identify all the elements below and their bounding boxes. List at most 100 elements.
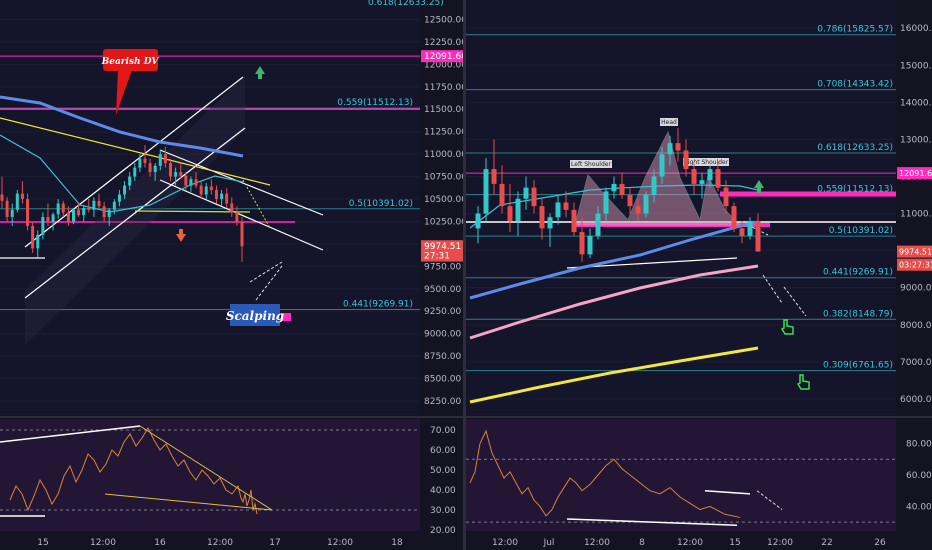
left-price-tick: 9250.00: [424, 307, 461, 317]
left-candle-body: [87, 208, 91, 210]
left-candle-body: [61, 203, 65, 213]
right-rsi-tick: 60.00: [906, 471, 932, 481]
right-time-label: Jul: [543, 538, 555, 548]
right-ma-yellow: [469, 346, 759, 404]
right-time-label: 8: [639, 538, 645, 548]
left-candle-body: [71, 209, 75, 222]
left-channel-lower-line: [24, 127, 246, 299]
right-candle-body: [667, 143, 673, 155]
left-price-tick: 9000.00: [424, 330, 461, 340]
right-fib-label: 0.618(12633.25): [817, 143, 893, 153]
left-price-tick: 10750.00: [424, 173, 463, 183]
up-arrow-icon: [255, 66, 265, 79]
left-price-tick: 12500.00: [424, 15, 463, 25]
right-candle-body: [523, 187, 529, 199]
right-chart-panel[interactable]: 0.786(15825.57) 0.708(14343.42) 0.618(1263…: [466, 0, 932, 550]
left-rsi-tick: 60.00: [430, 446, 456, 456]
right-candle-body: [579, 232, 585, 255]
right-fib-label: 0.786(15825.57): [817, 25, 893, 35]
right-price-tag-text: 03:27:31: [899, 261, 932, 270]
left-candle-body: [230, 203, 234, 213]
left-price-tag-text: 27:31: [424, 252, 450, 262]
right-candle-body: [627, 195, 633, 207]
right-fib-label: 0.5(10391.02): [829, 226, 893, 236]
left-time-label: 18: [391, 538, 403, 548]
left-candle-body: [112, 201, 116, 210]
left-price-tick: 11750.00: [424, 83, 463, 93]
right-price-tick: 11000.00: [900, 210, 932, 220]
right-time-label: 12:00: [492, 538, 518, 548]
right-fib-label: 0.309(6761.65): [823, 361, 893, 371]
left-candle-body: [199, 185, 203, 195]
down-arrow-icon: [176, 229, 186, 242]
right-candle-body: [643, 195, 649, 214]
left-price-tag: [421, 249, 463, 262]
left-fib-label: 0.559(11512.13): [337, 98, 413, 108]
right-candle-body: [659, 154, 665, 177]
right-candle-body: [739, 228, 745, 236]
scalping-badge-marker: [281, 313, 291, 321]
left-time-label: 15: [37, 538, 48, 548]
left-candle-body: [26, 199, 30, 226]
bearish-dv-callout[interactable]: [103, 49, 158, 71]
left-candle-body: [174, 172, 178, 177]
left-rsi-pane-bg: [0, 419, 420, 531]
pane-divider[interactable]: [463, 0, 466, 550]
left-shoulder-label: Left Shoulder: [571, 161, 611, 168]
left-price-tick: 8500.00: [424, 375, 461, 385]
right-candle-body: [547, 217, 553, 229]
scalping-badge[interactable]: [230, 304, 280, 326]
left-candle-body: [240, 221, 244, 247]
left-time-label: 12:00: [207, 538, 233, 548]
scalping-badge-text: Scalping: [226, 309, 284, 323]
left-price-tag: [421, 240, 463, 253]
left-price-pane-bg: [0, 0, 420, 415]
right-price-tick: 13000.00: [900, 135, 932, 145]
left-chart-panel[interactable]: 0.559(11512.13) 0.5(10391.02) 0.441(9269.9…: [0, 0, 463, 550]
right-candle-body: [731, 206, 737, 229]
right-rsi-divergence-line: [704, 489, 751, 495]
left-candle-body: [220, 193, 224, 200]
right-rsi-tick: 40.00: [906, 502, 932, 512]
left-candle-body: [0, 194, 4, 201]
left-candle-body: [148, 163, 152, 173]
right-candle-body: [499, 183, 505, 207]
hand-pointer-icon: [796, 374, 810, 390]
left-time-label: 17: [269, 538, 280, 548]
left-down-channel-upper: [159, 149, 324, 216]
right-fib-label: 0.708(14343.42): [817, 80, 893, 90]
left-projection-down: [255, 265, 283, 301]
left-price-tick: 11250.00: [424, 128, 463, 138]
right-candle-body: [635, 206, 641, 214]
left-candle-body: [15, 193, 19, 210]
right-price-pane-bg: [466, 0, 896, 415]
right-rsi-tick: 80.00: [906, 440, 932, 450]
left-ma-cyan: [0, 134, 244, 213]
left-rsi-tick: 40.00: [430, 486, 456, 496]
left-candle-body: [107, 209, 111, 217]
right-rsi-projection: [756, 490, 783, 510]
left-candle-body: [184, 175, 188, 186]
left-projection-up: [249, 261, 283, 283]
bearish-dv-callout-pointer: [116, 70, 132, 115]
right-projection-down: [762, 274, 783, 304]
right-rsi-pane-bg: [466, 419, 896, 531]
right-candle-body: [587, 235, 593, 255]
right-price-tag: [897, 258, 932, 271]
right-candle-body: [563, 202, 569, 210]
right-price-tag: [897, 167, 932, 180]
left-price-tick: 12000.00: [424, 60, 463, 70]
right-support-line: [566, 257, 738, 269]
left-shoulder-label-box: [570, 160, 612, 168]
right-candle-body: [747, 220, 753, 236]
right-candle-body: [675, 143, 681, 151]
left-fib-label: 0.5(10391.02): [349, 199, 413, 209]
left-dotted-path: [242, 179, 271, 229]
right-shoulder-label-box: [683, 158, 729, 166]
left-candle-body: [225, 193, 229, 204]
right-time-label: 12:00: [584, 538, 610, 548]
left-candle-body: [123, 185, 127, 195]
right-candle-body: [515, 198, 521, 221]
right-candle-body: [555, 202, 561, 218]
